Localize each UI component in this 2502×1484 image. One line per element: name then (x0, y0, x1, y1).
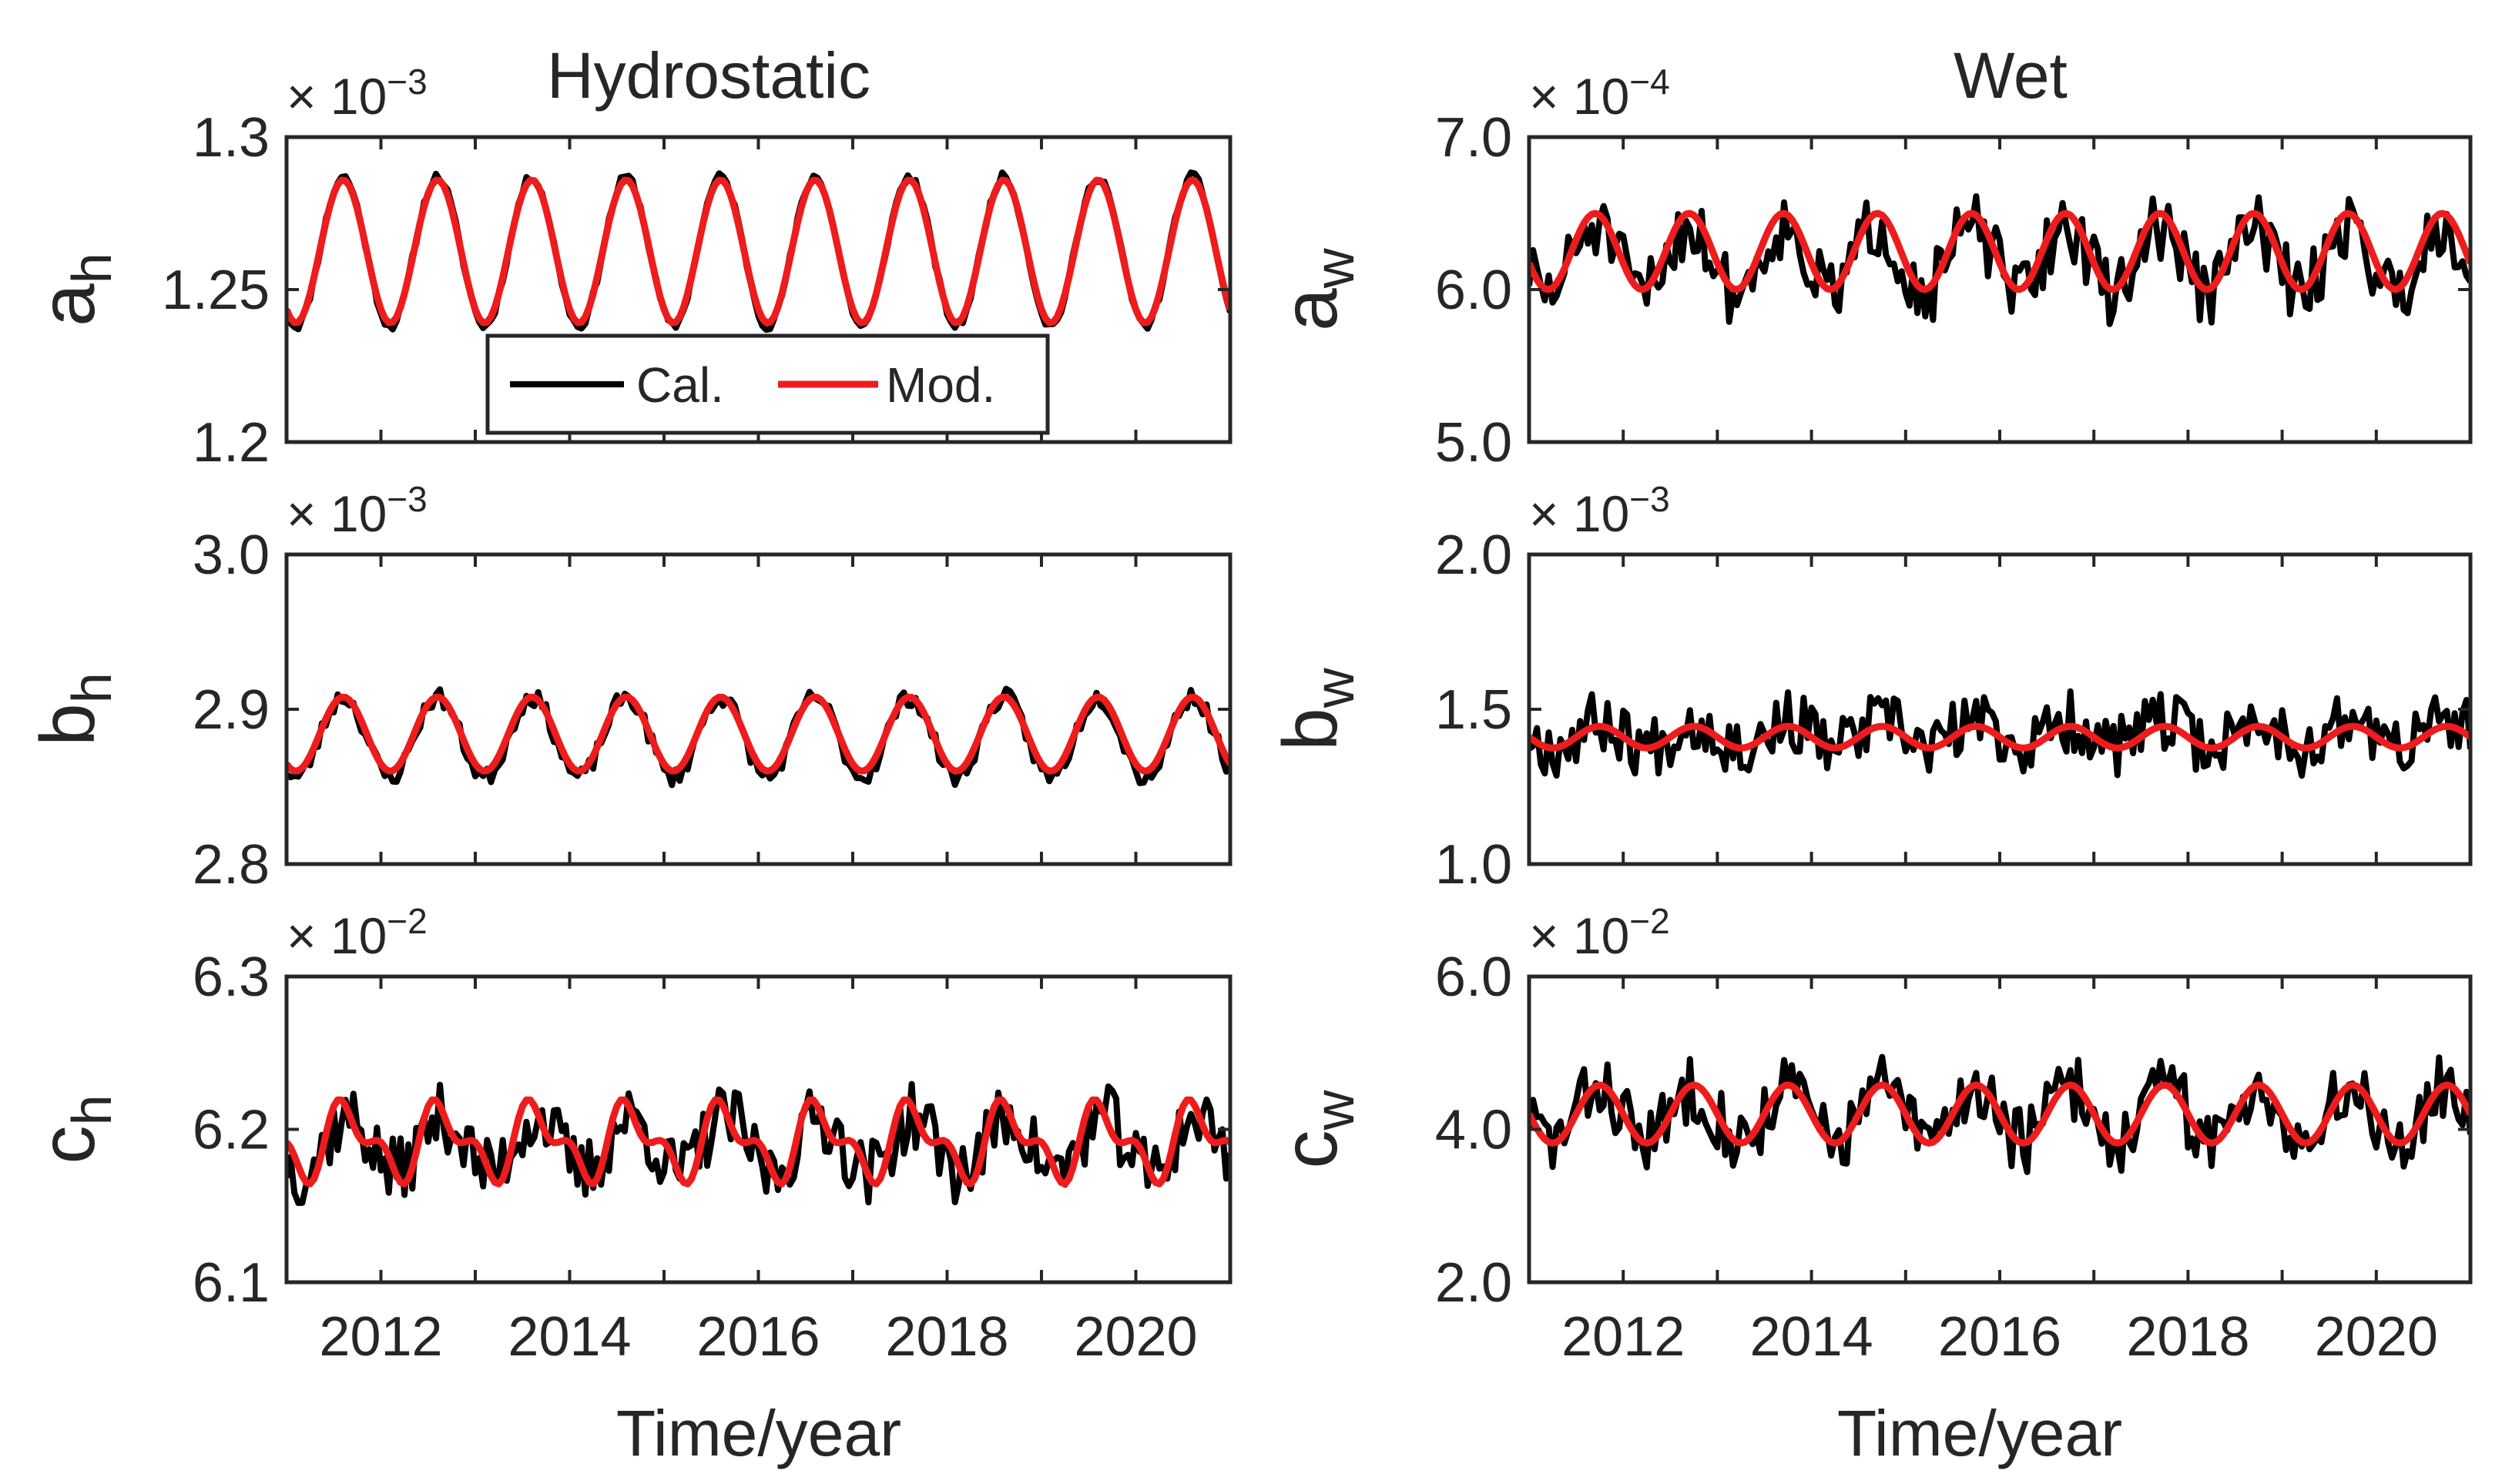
bw-ytick-label: 1.0 (1435, 834, 1512, 896)
bh-y-axis-label-main: b (25, 703, 111, 746)
bw-axes-frame (1527, 552, 2473, 866)
ah-ytick-label: 1.2 (193, 412, 270, 474)
aw-series-mod (1529, 209, 2470, 293)
aw-ytick-label: 5.0 (1435, 412, 1512, 474)
x-axis-label-right: Time/year (1837, 1397, 2122, 1469)
cw-exponent-power: −2 (1629, 901, 1669, 941)
ch-exponent-base: × 10 (287, 907, 387, 964)
bw-exponent: × 10−3 (1529, 479, 1670, 542)
ch-xtick-label: 2016 (696, 1306, 820, 1368)
ch-series-mod (287, 1096, 1230, 1188)
cw-y-axis-label-main: c (1267, 1131, 1353, 1169)
ah-series-mod (287, 176, 1230, 327)
cw-series-mod (1529, 1081, 2470, 1147)
bw-y-axis-label-sub: w (1304, 667, 1366, 709)
bh-y-axis-label-sub: h (62, 672, 123, 703)
ah-y-axis-label-sub: h (62, 253, 123, 283)
cw-ytick-label: 6.0 (1435, 946, 1512, 1008)
cw-series-cal (1529, 1054, 2470, 1175)
title-hydrostatic: Hydrostatic (547, 39, 870, 112)
ah-exponent: × 10−3 (287, 62, 428, 125)
ch-xtick-label: 2012 (319, 1306, 442, 1368)
aw-exponent: × 10−4 (1529, 62, 1670, 125)
bh-ytick-label: 2.8 (193, 834, 270, 896)
panel-aw: 5.0 6.0 7.0 × 10−4 aw (1267, 62, 2473, 474)
ah-ytick-label: 1.3 (193, 107, 270, 169)
cw-exponent-base: × 10 (1529, 907, 1629, 964)
aw-y-axis-label: aw (1267, 247, 1366, 331)
legend-mod-label: Mod. (886, 357, 995, 413)
aw-y-axis-label-main: a (1267, 288, 1353, 331)
bh-exponent: × 10−3 (287, 479, 428, 542)
cw-y-axis-label-sub: w (1304, 1090, 1366, 1131)
bh-y-axis-label: bh (25, 672, 123, 746)
cw-exponent: × 10−2 (1529, 901, 1670, 964)
bw-series-mod (1529, 722, 2470, 752)
aw-ytick-label: 6.0 (1435, 260, 1512, 321)
panel-bh: 2.8 2.9 3.0 × 10−3 bh (25, 479, 1233, 896)
x-axis-label-left: Time/year (616, 1397, 901, 1469)
ch-ytick-label: 6.3 (193, 946, 270, 1008)
title-wet: Wet (1954, 39, 2068, 112)
aw-exponent-power: −4 (1629, 62, 1669, 102)
ch-xtick-label: 2020 (1074, 1306, 1197, 1368)
panel-bw: 1.0 1.5 2.0 × 10−3 bw (1267, 479, 2473, 896)
ch-y-axis-label-sub: h (62, 1094, 123, 1125)
ah-y-axis-label-main: a (25, 283, 111, 327)
bw-ytick-label: 2.0 (1435, 524, 1512, 586)
ch-exponent: × 10−2 (287, 901, 428, 964)
bh-ytick-label: 2.9 (193, 679, 270, 741)
panel-cw: 2.0 4.0 6.0 2012 2014 2016 2018 2020 × 10−2 cw (1267, 901, 2473, 1368)
aw-series-cal (1529, 193, 2470, 327)
ch-y-axis-label: ch (25, 1094, 123, 1164)
bw-y-axis-label-main: b (1267, 708, 1353, 751)
cw-xtick-label: 2016 (1938, 1306, 2061, 1368)
ch-series-cal (287, 1080, 1230, 1206)
cw-y-axis-label: cw (1267, 1090, 1366, 1169)
cw-xtick-label: 2012 (1561, 1306, 1685, 1368)
legend-cal-label: Cal. (636, 357, 724, 413)
ah-y-axis-label: ah (25, 253, 123, 327)
bw-y-axis-label: bw (1267, 667, 1366, 751)
panel-ah: 1.2 1.25 1.3 × 10−3 ah (25, 62, 1233, 474)
aw-ytick-label: 7.0 (1435, 107, 1512, 169)
bh-exponent-power: −3 (387, 479, 427, 519)
cw-xtick-label: 2020 (2315, 1306, 2438, 1368)
ch-ytick-label: 6.1 (193, 1252, 270, 1314)
cw-xtick-label: 2014 (1750, 1306, 1873, 1368)
aw-axes-frame (1527, 135, 2473, 444)
bh-ytick-label: 3.0 (193, 524, 270, 586)
cw-xtick-label: 2018 (2126, 1306, 2249, 1368)
bh-series-mod (287, 693, 1230, 775)
cw-ytick-label: 2.0 (1435, 1252, 1512, 1314)
ch-xtick-label: 2018 (885, 1306, 1008, 1368)
ah-exponent-base: × 10 (287, 68, 387, 125)
ah-exponent-power: −3 (387, 62, 427, 102)
aw-y-axis-label-sub: w (1304, 247, 1366, 289)
bw-exponent-power: −3 (1629, 479, 1669, 519)
ch-xtick-label: 2014 (508, 1306, 631, 1368)
aw-exponent-base: × 10 (1529, 68, 1629, 125)
legend: Cal. Mod. (485, 333, 1050, 435)
ch-ytick-label: 6.2 (193, 1100, 270, 1161)
bh-exponent-base: × 10 (287, 485, 387, 542)
bw-exponent-base: × 10 (1529, 485, 1629, 542)
ah-ytick-label: 1.25 (162, 260, 270, 321)
cw-ytick-label: 4.0 (1435, 1100, 1512, 1161)
bw-series-cal (1529, 688, 2470, 779)
ch-exponent-power: −2 (387, 901, 427, 941)
ch-y-axis-label-main: c (25, 1126, 111, 1164)
bw-ytick-label: 1.5 (1435, 679, 1512, 741)
panel-ch: 6.1 6.2 6.3 2012 2014 2016 2018 2020 × 10−2 ch (25, 901, 1233, 1368)
